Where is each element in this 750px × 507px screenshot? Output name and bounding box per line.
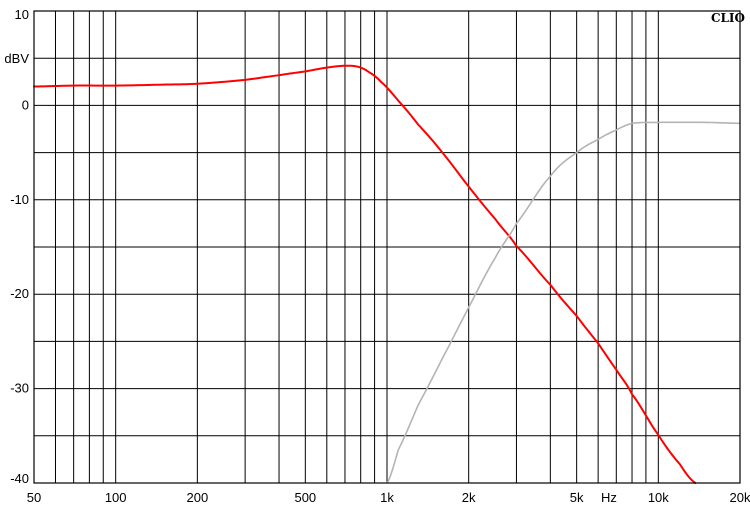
x-tick-label: 2k — [462, 490, 476, 505]
series-line-1 — [33, 64, 697, 484]
x-tick-label: 20k — [730, 490, 750, 505]
x-axis-unit-label: Hz — [601, 490, 617, 505]
plot-frame — [33, 10, 741, 484]
x-tick-label: 50 — [27, 490, 41, 505]
x-tick-label: 500 — [294, 490, 316, 505]
y-tick-label: -30 — [10, 381, 29, 396]
x-tick-label: 100 — [105, 490, 127, 505]
series-line-2 — [386, 121, 741, 484]
x-tick-label: 5k — [570, 490, 584, 505]
x-tick-labels: 50 100 200 500 1k 2k 5k 10k 20k — [27, 490, 750, 505]
brand-logo-text: CLIO — [711, 11, 745, 25]
y-tick-label: -20 — [10, 286, 29, 301]
y-tick-labels: 10 0 -10 -20 -30 -40 — [10, 7, 29, 486]
y-tick-label: -40 — [10, 471, 29, 486]
series-layer — [33, 64, 741, 484]
y-tick-label: 0 — [22, 97, 29, 112]
x-tick-label: 200 — [187, 490, 209, 505]
y-axis-label: dBV — [4, 51, 29, 66]
y-tick-label: -10 — [10, 192, 29, 207]
x-tick-label: 10k — [648, 490, 669, 505]
y-tick-label: 10 — [15, 7, 29, 22]
x-tick-label: 1k — [380, 490, 394, 505]
